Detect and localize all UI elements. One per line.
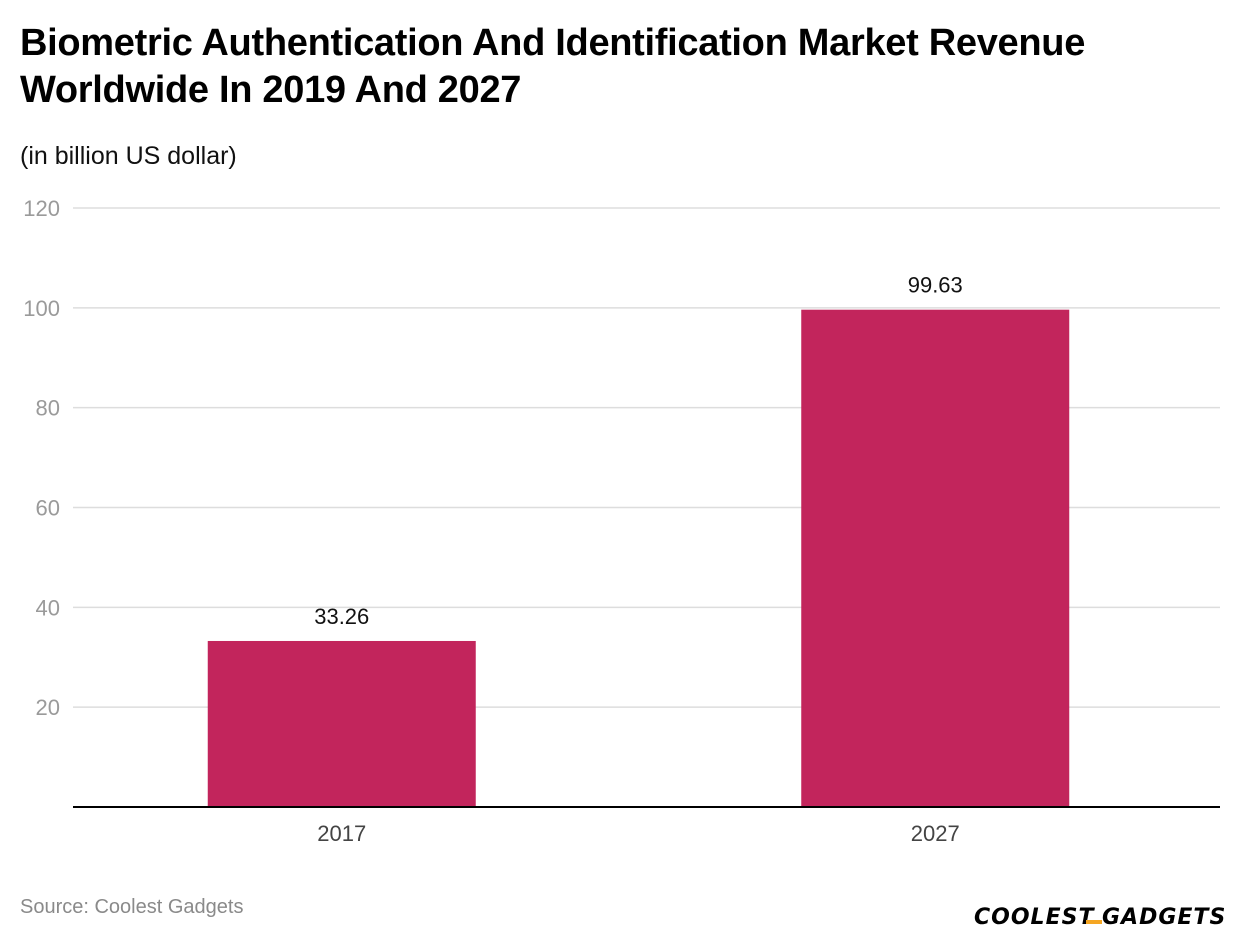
bar-2017 <box>207 640 476 807</box>
y-tick-label: 100 <box>23 296 60 321</box>
chart-title: Biometric Authentication And Identificat… <box>20 22 1086 111</box>
y-axis-ticks: 20 40 60 80 100 120 <box>23 196 60 720</box>
x-axis-ticks: 2017 2027 <box>317 821 959 846</box>
bar-2027 <box>801 309 1070 807</box>
chart-subtitle: (in billion US dollar) <box>20 142 237 170</box>
value-label: 33.26 <box>314 604 369 629</box>
svg-text:COOLEST: COOLEST <box>974 905 1095 930</box>
value-label: 99.63 <box>908 273 963 298</box>
bars <box>207 309 1070 807</box>
x-tick-label: 2027 <box>911 821 960 846</box>
x-tick-label: 2017 <box>317 821 366 846</box>
bar-chart: 20 40 60 80 100 120 33.26 99.63 2017 2027 <box>23 196 1220 846</box>
source-note: Source: Coolest Gadgets <box>20 896 244 918</box>
brand-logo: COOLEST GADGETS <box>974 900 1225 937</box>
y-tick-label: 80 <box>36 396 60 421</box>
value-labels: 33.26 99.63 <box>314 273 963 629</box>
y-tick-label: 20 <box>36 695 60 720</box>
brand-logo-wordmark: COOLEST GADGETS <box>974 905 1225 930</box>
svg-text:GADGETS: GADGETS <box>1102 905 1224 930</box>
y-tick-label: 40 <box>36 595 60 620</box>
y-tick-label: 120 <box>23 196 60 221</box>
y-tick-label: 60 <box>36 496 60 521</box>
